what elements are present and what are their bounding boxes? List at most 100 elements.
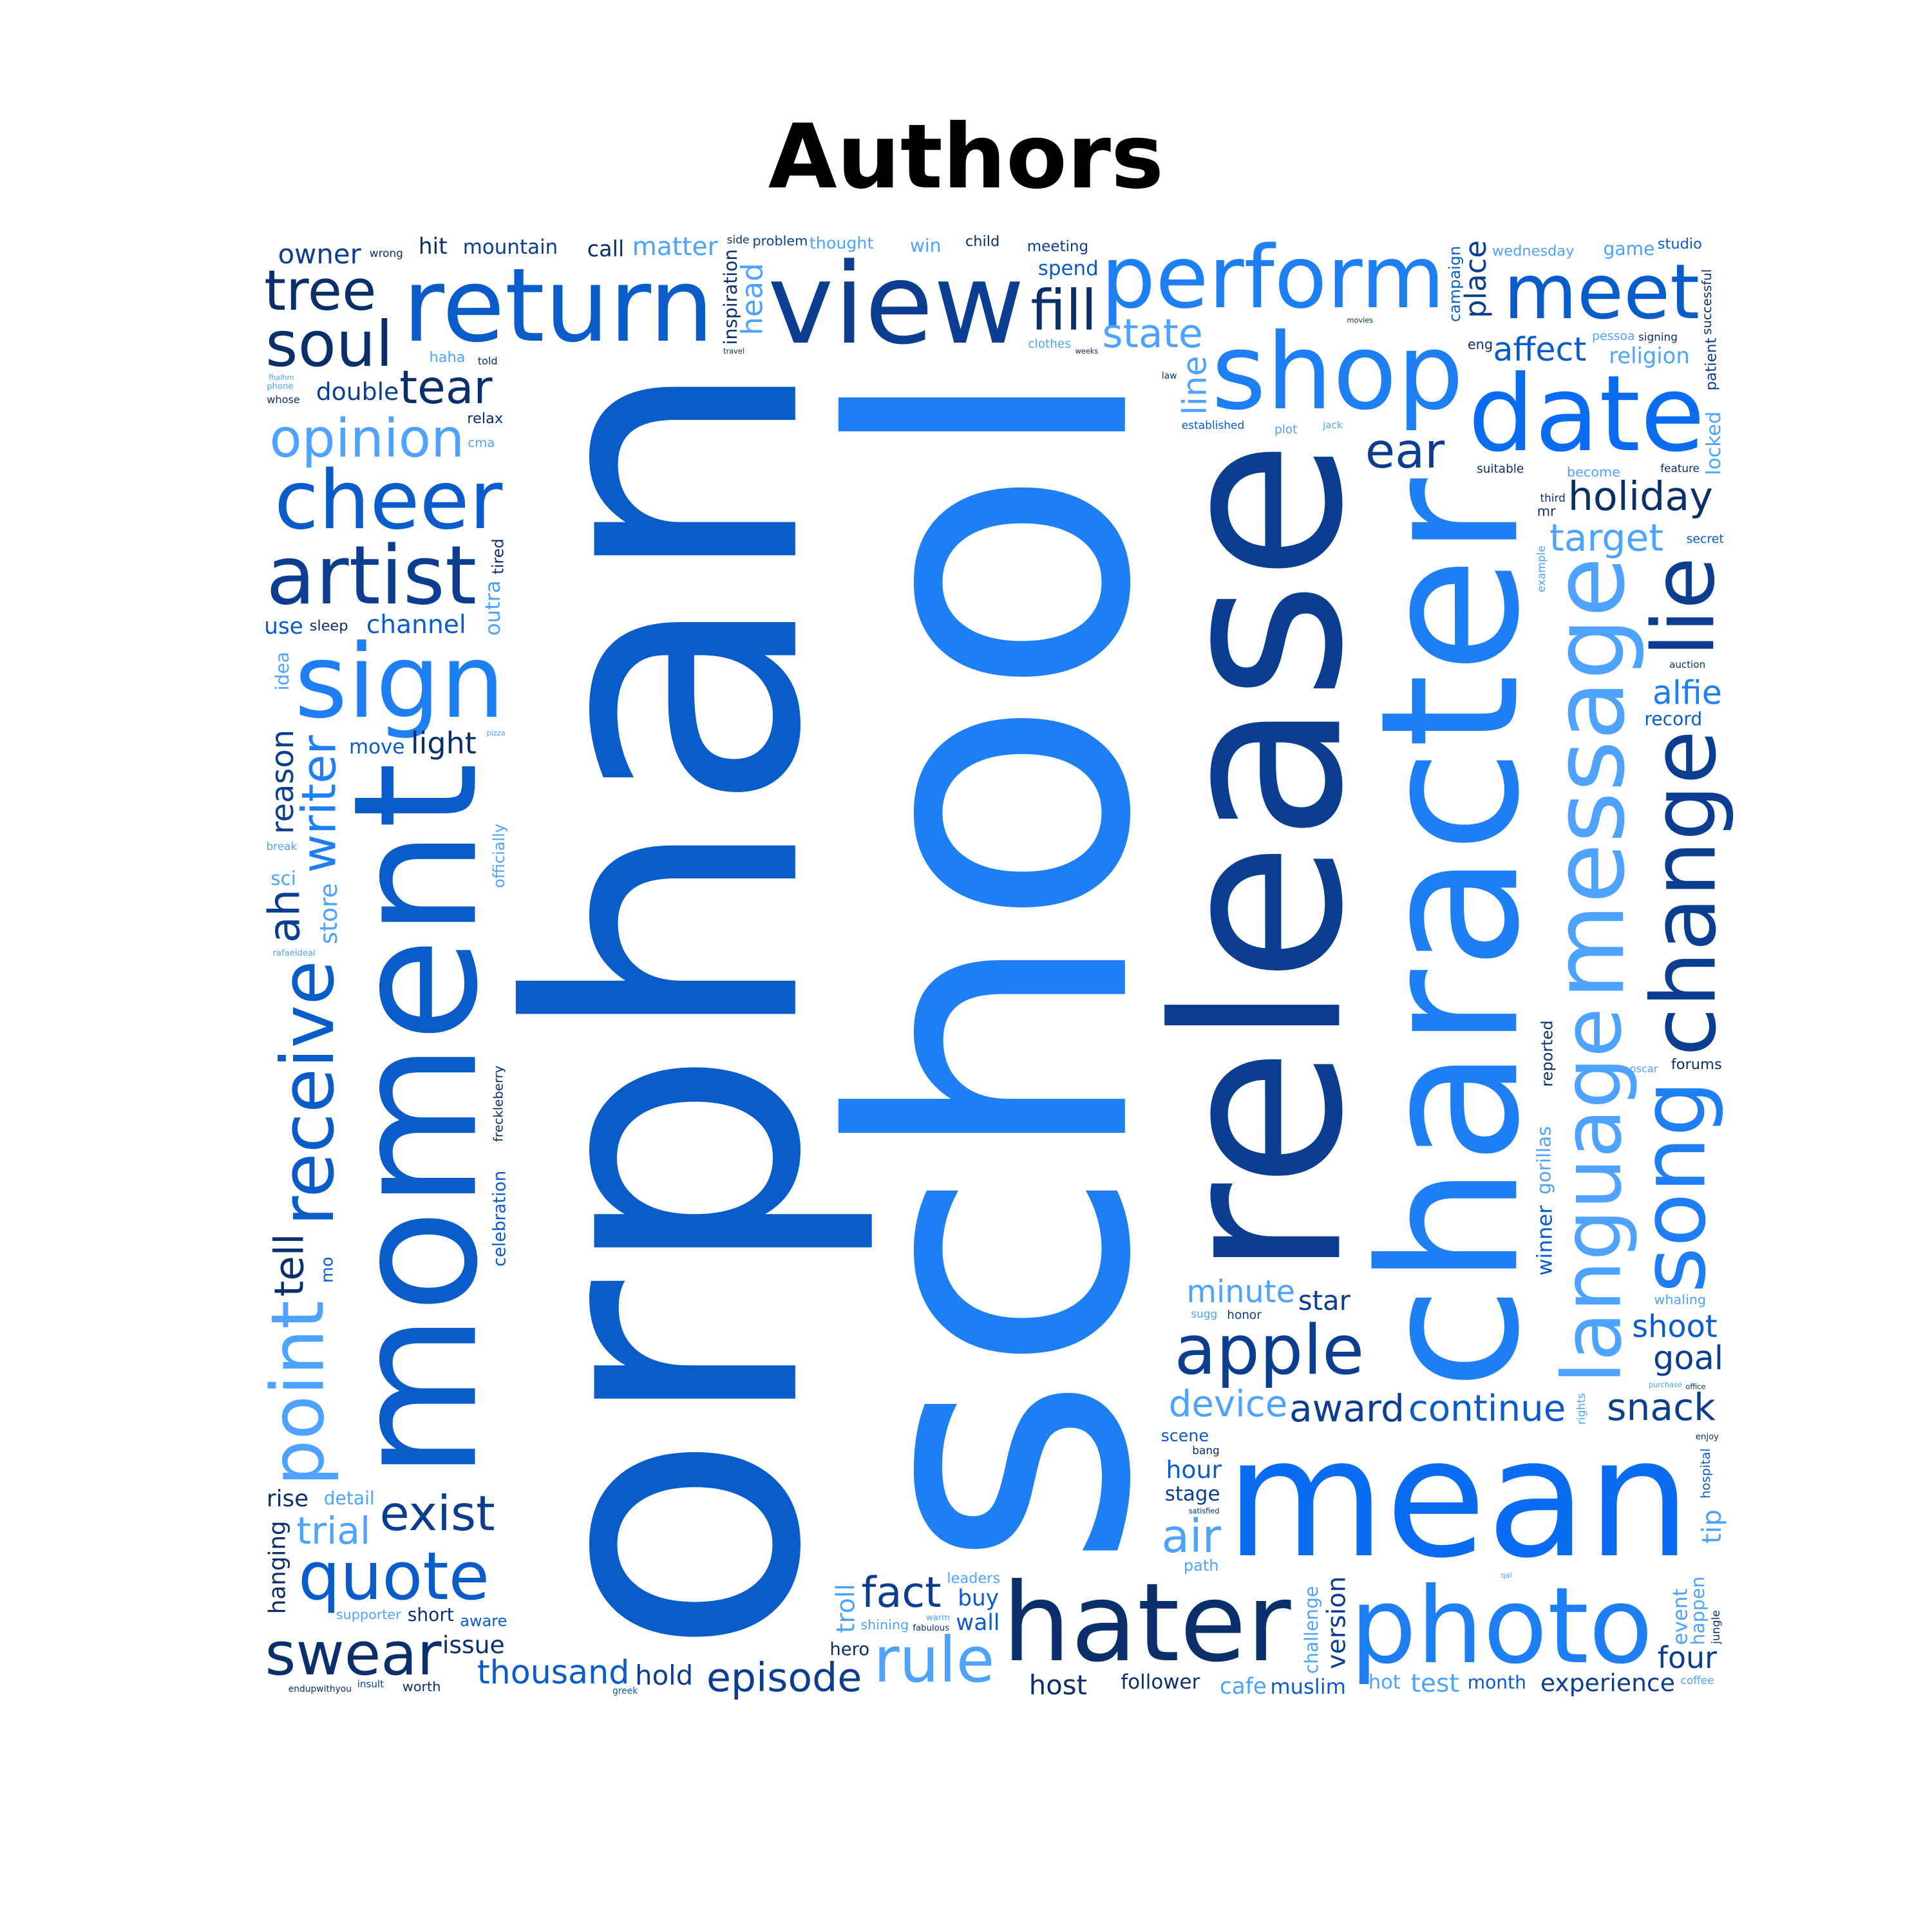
word-target: target bbox=[1549, 516, 1664, 560]
word-cheer: cheer bbox=[274, 453, 503, 547]
word-gorillas: gorillas bbox=[1532, 1126, 1555, 1195]
word-matter: matter bbox=[632, 232, 718, 262]
word-worth: worth bbox=[402, 1679, 441, 1695]
word-child: child bbox=[965, 232, 1000, 250]
word-honor: honor bbox=[1227, 1308, 1262, 1322]
word-goal: goal bbox=[1653, 1339, 1724, 1378]
word-insult: insult bbox=[357, 1678, 384, 1690]
word-forums: forums bbox=[1671, 1056, 1722, 1073]
word-short: short bbox=[407, 1604, 454, 1626]
word-jungle: jungle bbox=[1709, 1610, 1723, 1645]
word-message: message bbox=[1532, 556, 1647, 1000]
word-wall: wall bbox=[956, 1609, 1000, 1636]
word-stage: stage bbox=[1164, 1482, 1220, 1506]
word-return: return bbox=[402, 246, 714, 365]
word-aware: aware bbox=[460, 1611, 507, 1630]
word-side: side bbox=[726, 233, 750, 247]
word-rafaeldeal: rafaeldeal bbox=[272, 949, 316, 959]
word-four: four bbox=[1657, 1640, 1717, 1675]
word-pessoa: pessoa bbox=[1592, 329, 1635, 344]
word-greek: greek bbox=[612, 1686, 638, 1697]
word-win: win bbox=[909, 235, 942, 257]
word-date: date bbox=[1468, 353, 1705, 475]
word-hour: hour bbox=[1166, 1455, 1222, 1484]
word-hit: hit bbox=[418, 234, 448, 260]
word-rise: rise bbox=[266, 1485, 309, 1512]
word-host: host bbox=[1028, 1669, 1087, 1701]
word-relax: relax bbox=[467, 410, 504, 428]
word-reason: reason bbox=[265, 729, 301, 835]
word-clothes: clothes bbox=[1028, 337, 1071, 351]
word-patient: patient bbox=[1703, 337, 1720, 391]
word-hot: hot bbox=[1368, 1671, 1401, 1694]
word-movies: movies bbox=[1347, 316, 1374, 325]
word-detail: detail bbox=[323, 1487, 375, 1509]
word-office: office bbox=[1685, 1382, 1706, 1392]
word-apple: apple bbox=[1174, 1311, 1365, 1391]
word-path: path bbox=[1183, 1556, 1219, 1575]
word-celebration: celebration bbox=[489, 1170, 510, 1267]
word-ear: ear bbox=[1365, 422, 1445, 479]
word-leaders: leaders bbox=[947, 1569, 1001, 1587]
word-head: head bbox=[735, 263, 770, 336]
word-jack: jack bbox=[1323, 419, 1343, 431]
word-song: song bbox=[1622, 1080, 1726, 1294]
word-use: use bbox=[264, 614, 303, 640]
word-successful: successful bbox=[1700, 269, 1715, 335]
word-pizza: pizza bbox=[486, 728, 506, 738]
word-light: light bbox=[410, 726, 477, 761]
word-purchase: purchase bbox=[1648, 1379, 1682, 1389]
word-perform: perform bbox=[1101, 227, 1445, 328]
word-qal: qal bbox=[1501, 1570, 1512, 1580]
word-feature: feature bbox=[1660, 461, 1700, 475]
word-game: game bbox=[1603, 238, 1655, 260]
word-buy: buy bbox=[958, 1585, 999, 1611]
word-enjoy: enjoy bbox=[1695, 1432, 1719, 1443]
word-locked: locked bbox=[1703, 411, 1726, 475]
word-scene: scene bbox=[1160, 1425, 1209, 1445]
word-character: character bbox=[1339, 478, 1562, 1390]
word-language: language bbox=[1545, 1007, 1640, 1384]
word-outra: outra bbox=[480, 580, 506, 636]
word-place: place bbox=[1459, 240, 1493, 319]
word-warm: warm bbox=[925, 1613, 950, 1624]
word-officially: officially bbox=[490, 824, 509, 889]
word-rule: rule bbox=[873, 1624, 995, 1697]
word-quote: quote bbox=[298, 1539, 489, 1616]
word-suitable: suitable bbox=[1477, 462, 1524, 476]
word-satisfied: satisfied bbox=[1188, 1506, 1220, 1515]
word-writer: writer bbox=[291, 735, 346, 873]
word-continue: continue bbox=[1408, 1387, 1566, 1430]
word-shoot: shoot bbox=[1632, 1309, 1718, 1345]
word-mo: mo bbox=[317, 1256, 337, 1283]
word-meeting: meeting bbox=[1027, 238, 1089, 255]
word-rights: rights bbox=[1575, 1392, 1589, 1425]
word-photo: photo bbox=[1350, 1565, 1653, 1687]
word-meet: meet bbox=[1503, 248, 1700, 337]
word-double: double bbox=[316, 377, 399, 406]
word-episode: episode bbox=[706, 1654, 862, 1701]
word-moment: moment bbox=[316, 762, 516, 1481]
word-challenge: challenge bbox=[1300, 1586, 1322, 1674]
word-auction: auction bbox=[1669, 659, 1706, 671]
word-muslim: muslim bbox=[1270, 1674, 1346, 1699]
word-fabulous: fabulous bbox=[913, 1624, 949, 1634]
word-alfie: alfie bbox=[1652, 674, 1722, 712]
word-holiday: holiday bbox=[1567, 473, 1713, 520]
word-sleep: sleep bbox=[309, 618, 348, 635]
word-cafe: cafe bbox=[1219, 1674, 1267, 1700]
word-endupwithyou: endupwithyou bbox=[288, 1684, 352, 1695]
word-coffee: coffee bbox=[1680, 1674, 1714, 1687]
word-whaling: whaling bbox=[1654, 1292, 1707, 1308]
word-move: move bbox=[349, 735, 405, 759]
word-oscar: oscar bbox=[1629, 1062, 1658, 1075]
word-happen: happen bbox=[1687, 1577, 1709, 1645]
word-call: call bbox=[587, 236, 625, 261]
word-hold: hold bbox=[635, 1660, 694, 1692]
word-test: test bbox=[1410, 1669, 1459, 1699]
word-record: record bbox=[1644, 708, 1703, 730]
word-hater: hater bbox=[1002, 1560, 1291, 1687]
word-award: award bbox=[1289, 1386, 1405, 1430]
word-hanging: hanging bbox=[264, 1520, 291, 1615]
word-wrong: wrong bbox=[369, 246, 403, 260]
